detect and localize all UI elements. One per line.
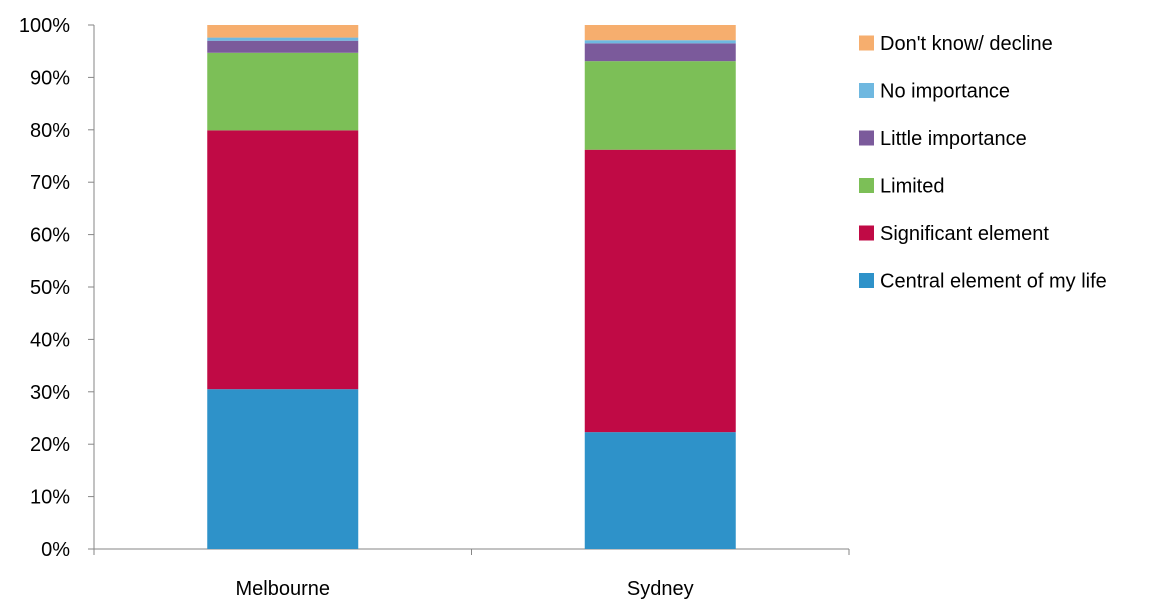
y-tick-label: 90% xyxy=(30,67,70,89)
x-axis-categories: Melbourne Sydney xyxy=(235,578,693,600)
bar-segment xyxy=(207,40,359,53)
legend-swatch xyxy=(859,130,874,146)
legend-swatch xyxy=(859,225,874,241)
legend-swatch xyxy=(859,35,874,51)
legend-swatch xyxy=(859,178,874,193)
legend-item: Central element of my life xyxy=(859,271,1107,293)
y-tick-label: 80% xyxy=(30,120,70,142)
y-tick-label: 100% xyxy=(19,15,70,37)
y-tick-label: 20% xyxy=(30,434,70,456)
x-category-label: Melbourne xyxy=(235,578,330,600)
bar-segment xyxy=(584,149,736,433)
legend: Don't know/ decline No importance Little i… xyxy=(859,33,1107,293)
y-tick-label: 40% xyxy=(30,329,70,351)
y-tick-label: 0% xyxy=(41,539,70,561)
legend-label: Little importance xyxy=(880,128,1027,150)
y-tick-label: 50% xyxy=(30,277,70,299)
bar-segment xyxy=(207,25,359,38)
bar-segment xyxy=(584,43,736,62)
legend-item: Little importance xyxy=(859,128,1027,150)
y-axis-ticks: 0% 10% 20% 30% 40% 50% 60% 70% 80% 90% 100% xyxy=(19,15,94,561)
legend-label: Significant element xyxy=(880,223,1049,245)
legend-item: Limited xyxy=(859,176,944,198)
bar-segment xyxy=(584,25,736,41)
y-tick-label: 70% xyxy=(30,172,70,194)
bar-segment xyxy=(584,40,736,44)
bar-segment xyxy=(207,37,359,41)
legend-swatch xyxy=(859,273,874,288)
y-tick-label: 60% xyxy=(30,225,70,247)
bar-segment xyxy=(584,61,736,150)
bar-segment xyxy=(207,52,359,131)
y-tick-label: 10% xyxy=(30,487,70,509)
legend-label: Don't know/ decline xyxy=(880,33,1053,55)
x-category-label: Sydney xyxy=(627,578,694,600)
legend-swatch xyxy=(859,83,874,98)
bar-segment xyxy=(207,130,359,390)
y-tick-label: 30% xyxy=(30,382,70,404)
legend-label: Central element of my life xyxy=(880,271,1107,293)
bar-segment xyxy=(584,432,736,549)
legend-item: No importance xyxy=(859,81,1010,103)
legend-item: Don't know/ decline xyxy=(859,33,1053,55)
legend-item: Significant element xyxy=(859,223,1049,245)
bars xyxy=(207,25,736,549)
legend-label: Limited xyxy=(880,176,944,198)
legend-label: No importance xyxy=(880,81,1010,103)
bar-segment xyxy=(207,389,359,549)
